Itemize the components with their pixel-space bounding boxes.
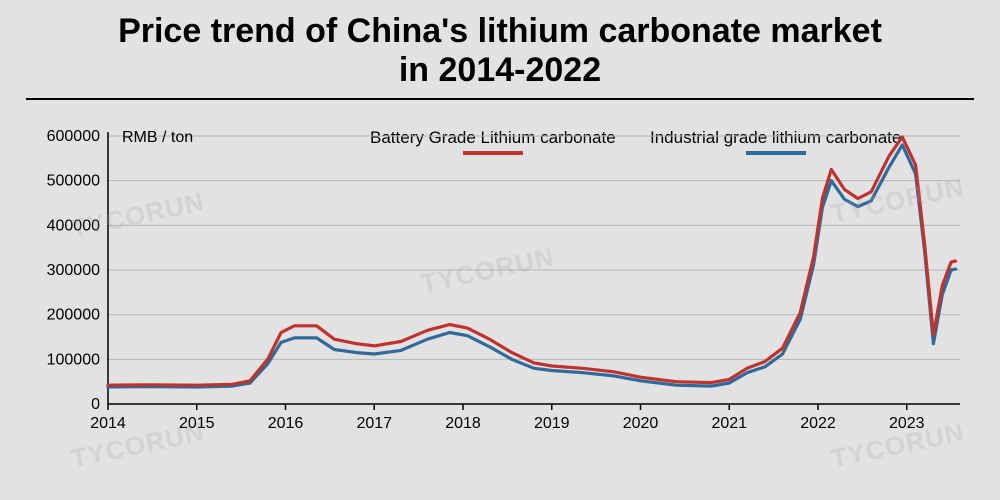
svg-text:2019: 2019 <box>534 415 570 432</box>
title-rule <box>26 98 974 100</box>
page-title: Price trend of China's lithium carbonate… <box>20 12 980 90</box>
svg-text:2020: 2020 <box>623 415 659 432</box>
svg-text:2014: 2014 <box>90 415 126 432</box>
svg-text:600000: 600000 <box>47 128 100 145</box>
title-line-2: in 2014-2022 <box>399 51 601 89</box>
page-root: Price trend of China's lithium carbonate… <box>0 0 1000 500</box>
svg-text:2018: 2018 <box>445 415 481 432</box>
svg-text:RMB / ton: RMB / ton <box>122 129 193 146</box>
chart-container: 0 100000 200000 300000 400000 500000 600000 RMB… <box>28 104 972 444</box>
svg-text:300000: 300000 <box>47 262 100 279</box>
title-line-1: Price trend of China's lithium carbonate… <box>118 12 882 50</box>
svg-text:2017: 2017 <box>356 415 392 432</box>
svg-text:2015: 2015 <box>179 415 215 432</box>
price-trend-chart: 0 100000 200000 300000 400000 500000 600000 RMB… <box>28 104 972 444</box>
svg-text:2022: 2022 <box>800 415 836 432</box>
svg-text:2021: 2021 <box>711 415 747 432</box>
svg-text:2016: 2016 <box>268 415 304 432</box>
svg-text:500000: 500000 <box>47 173 100 190</box>
svg-text:100000: 100000 <box>47 352 100 369</box>
svg-text:200000: 200000 <box>47 307 100 324</box>
svg-text:0: 0 <box>91 396 100 413</box>
svg-text:2023: 2023 <box>889 415 925 432</box>
svg-text:400000: 400000 <box>47 218 100 235</box>
